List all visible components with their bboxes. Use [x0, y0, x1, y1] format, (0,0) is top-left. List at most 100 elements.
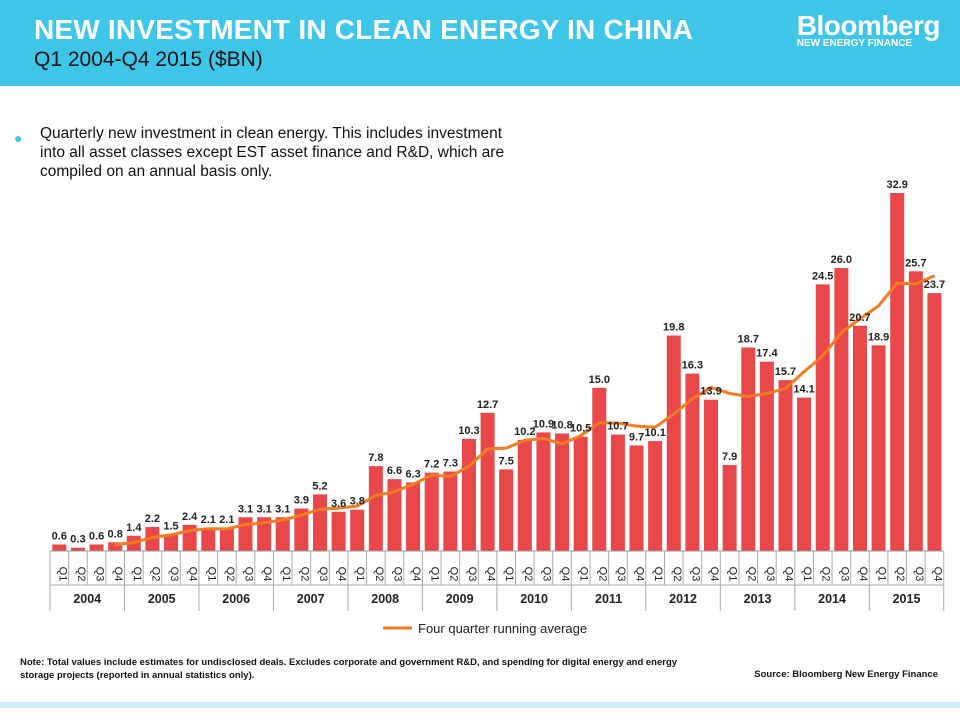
- data-label: 12.7: [477, 399, 498, 411]
- data-label: 3.9: [294, 495, 309, 507]
- quarter-tick-label: Q4: [931, 567, 943, 582]
- bar-2007-Q1: [275, 517, 290, 551]
- bar-2014-Q3: [834, 268, 849, 551]
- quarter-tick-label: Q2: [894, 567, 906, 582]
- quarter-tick-label: Q3: [94, 567, 106, 582]
- bar-2014-Q4: [852, 325, 867, 551]
- bar-2012-Q3: [685, 373, 700, 551]
- bar-2011-Q4: [629, 445, 644, 551]
- year-tick-label: 2004: [73, 592, 101, 606]
- bar-2015-Q3: [908, 271, 923, 551]
- year-tick-label: 2007: [297, 592, 325, 606]
- bar-2006-Q4: [257, 517, 272, 551]
- data-label: 7.5: [499, 455, 514, 467]
- quarter-tick-label: Q4: [112, 567, 124, 582]
- quarter-tick-label: Q1: [354, 567, 366, 582]
- data-label: 20.7: [849, 312, 870, 324]
- bar-2011-Q2: [592, 387, 607, 551]
- year-tick-label: 2006: [222, 592, 250, 606]
- quarter-tick-label: Q2: [596, 567, 608, 582]
- data-label: 10.1: [644, 427, 665, 439]
- bar-2009-Q2: [443, 471, 458, 551]
- bar-2006-Q3: [238, 517, 253, 551]
- logo-main: Bloomberg: [796, 10, 941, 41]
- page-subtitle: Q1 2004-Q4 2015 ($BN): [34, 48, 263, 71]
- data-label: 1.4: [126, 522, 142, 534]
- bar-2012-Q4: [704, 399, 719, 551]
- data-label: 24.5: [812, 270, 833, 282]
- data-label: 10.5: [570, 423, 591, 435]
- quarter-tick-label: Q1: [131, 567, 143, 582]
- quarter-tick-label: Q1: [578, 567, 590, 582]
- year-tick-label: 2009: [446, 592, 474, 606]
- data-label: 9.7: [629, 431, 644, 443]
- data-label: 32.9: [886, 179, 907, 191]
- quarter-tick-label: Q3: [540, 567, 552, 582]
- quarter-tick-label: Q3: [615, 567, 627, 582]
- data-label: 26.0: [831, 254, 852, 266]
- year-tick-label: 2005: [148, 592, 176, 606]
- bar-2004-Q3: [89, 544, 104, 551]
- data-label: 3.1: [238, 503, 253, 515]
- data-label: 7.8: [368, 452, 383, 464]
- bar-2009-Q4: [480, 412, 495, 551]
- bar-2004-Q1: [52, 544, 67, 551]
- quarter-tick-label: Q3: [391, 567, 403, 582]
- quarter-tick-label: Q2: [298, 567, 310, 582]
- data-label: 19.8: [663, 322, 684, 334]
- bar-2013-Q3: [759, 361, 774, 551]
- quarter-tick-label: Q1: [652, 567, 664, 582]
- year-tick-label: 2013: [744, 592, 772, 606]
- page-title: NEW INVESTMENT IN CLEAN ENERGY IN CHINA: [34, 14, 694, 45]
- data-label: 3.6: [331, 498, 346, 510]
- bar-2010-Q2: [517, 440, 532, 551]
- quarter-tick-label: Q2: [522, 567, 534, 582]
- footnote: Note: Total values include estimates for…: [20, 657, 678, 681]
- quarter-tick-label: Q4: [261, 567, 273, 582]
- bar-2013-Q2: [741, 347, 756, 551]
- bullet-icon: ●: [14, 130, 23, 146]
- quarter-tick-label: Q1: [280, 567, 292, 582]
- data-label: 5.2: [312, 480, 327, 492]
- data-label: 18.7: [738, 334, 759, 346]
- bar-2007-Q3: [312, 494, 327, 551]
- bar-2005-Q3: [164, 534, 179, 551]
- quarter-tick-label: Q1: [801, 567, 813, 582]
- logo-sub: NEW ENERGY FINANCE: [796, 38, 913, 49]
- data-label: 10.3: [458, 425, 479, 437]
- quarter-tick-label: Q1: [727, 567, 739, 582]
- header-banner: NEW INVESTMENT IN CLEAN ENERGY IN CHINA …: [0, 0, 960, 86]
- bar-2013-Q4: [778, 380, 793, 551]
- data-label: 10.2: [514, 426, 535, 438]
- bar-2005-Q2: [145, 527, 160, 551]
- legend-label: Four quarter running average: [418, 621, 587, 636]
- bar-2010-Q4: [555, 433, 570, 551]
- data-label: 1.5: [163, 521, 178, 533]
- source-note: Source: Bloomberg New Energy Finance: [754, 669, 938, 680]
- data-label: 2.1: [219, 514, 234, 526]
- bar-2014-Q1: [797, 397, 812, 551]
- quarter-tick-label: Q2: [745, 567, 757, 582]
- running-average-line: [114, 274, 936, 547]
- bar-2012-Q1: [648, 441, 663, 551]
- bar-2009-Q3: [461, 438, 476, 551]
- quarter-tick-label: Q3: [913, 567, 925, 582]
- quarter-tick-label: Q4: [559, 567, 571, 582]
- bar-2004-Q2: [70, 547, 85, 551]
- bar-2010-Q1: [499, 469, 514, 551]
- data-label: 10.8: [551, 419, 572, 431]
- bar-2008-Q2: [368, 466, 383, 551]
- quarter-tick-label: Q4: [485, 567, 497, 582]
- quarter-tick-label: Q2: [447, 567, 459, 582]
- quarter-tick-label: Q3: [243, 567, 255, 582]
- quarter-tick-label: Q4: [634, 567, 646, 582]
- quarter-tick-label: Q2: [224, 567, 236, 582]
- quarter-tick-label: Q2: [671, 567, 683, 582]
- bar-2011-Q3: [610, 434, 625, 551]
- year-tick-label: 2010: [520, 592, 548, 606]
- quarter-tick-label: Q3: [168, 567, 180, 582]
- quarter-tick-label: Q2: [75, 567, 87, 582]
- data-label: 16.3: [682, 360, 703, 372]
- bar-2009-Q1: [424, 472, 439, 551]
